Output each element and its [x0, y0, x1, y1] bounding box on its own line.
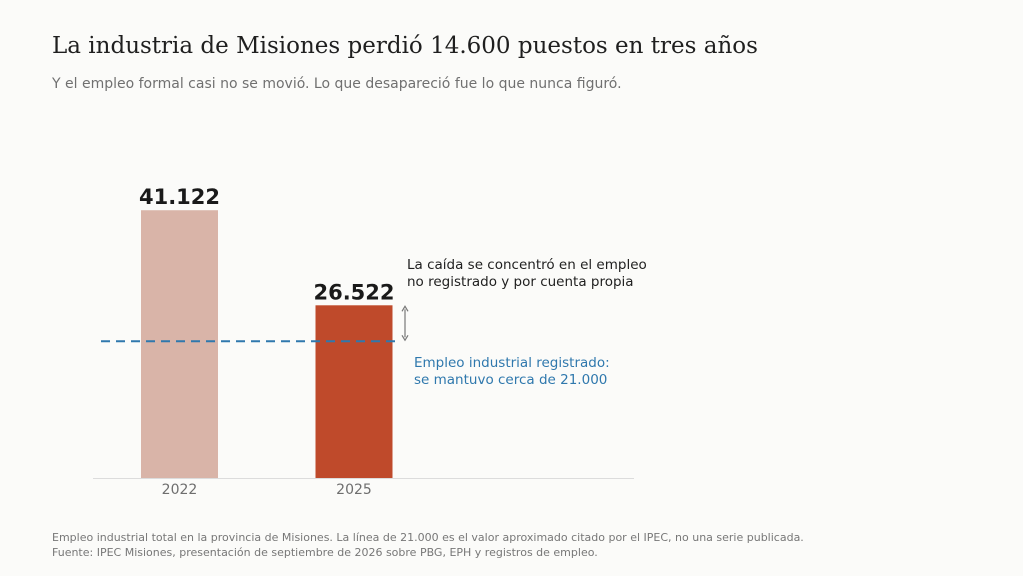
- reference-line-label-1: Empleo industrial registrado:: [414, 355, 610, 371]
- bar-2022: [141, 210, 218, 479]
- bar-2025: [315, 305, 393, 478]
- bar-value-label-2025: 26.522: [313, 280, 394, 304]
- x-tick-label-2022: 2022: [162, 482, 198, 498]
- footnote-source: Fuente: IPEC Misiones, presentación de s…: [52, 545, 598, 559]
- drop-arrow-head-bottom: [401, 334, 409, 342]
- footnote: Empleo industrial total en la provincia …: [52, 531, 804, 560]
- footnote-note: Empleo industrial total en la provincia …: [52, 531, 804, 544]
- drop-annotation-line-1: La caída se concentró en el empleo: [407, 257, 647, 273]
- x-tick-label-2025: 2025: [336, 482, 372, 498]
- bar-value-label-2022: 41.122: [139, 185, 220, 209]
- drop-arrow-head-top: [401, 305, 409, 312]
- chart-title: La industria de Misiones perdió 14.600 p…: [52, 33, 758, 59]
- reference-line-label-2: se mantuvo cerca de 21.000: [414, 372, 607, 388]
- chart-subtitle: Y el empleo formal casi no se movió. Lo …: [52, 76, 622, 92]
- drop-annotation-line-2: no registrado y por cuenta propia: [407, 274, 634, 290]
